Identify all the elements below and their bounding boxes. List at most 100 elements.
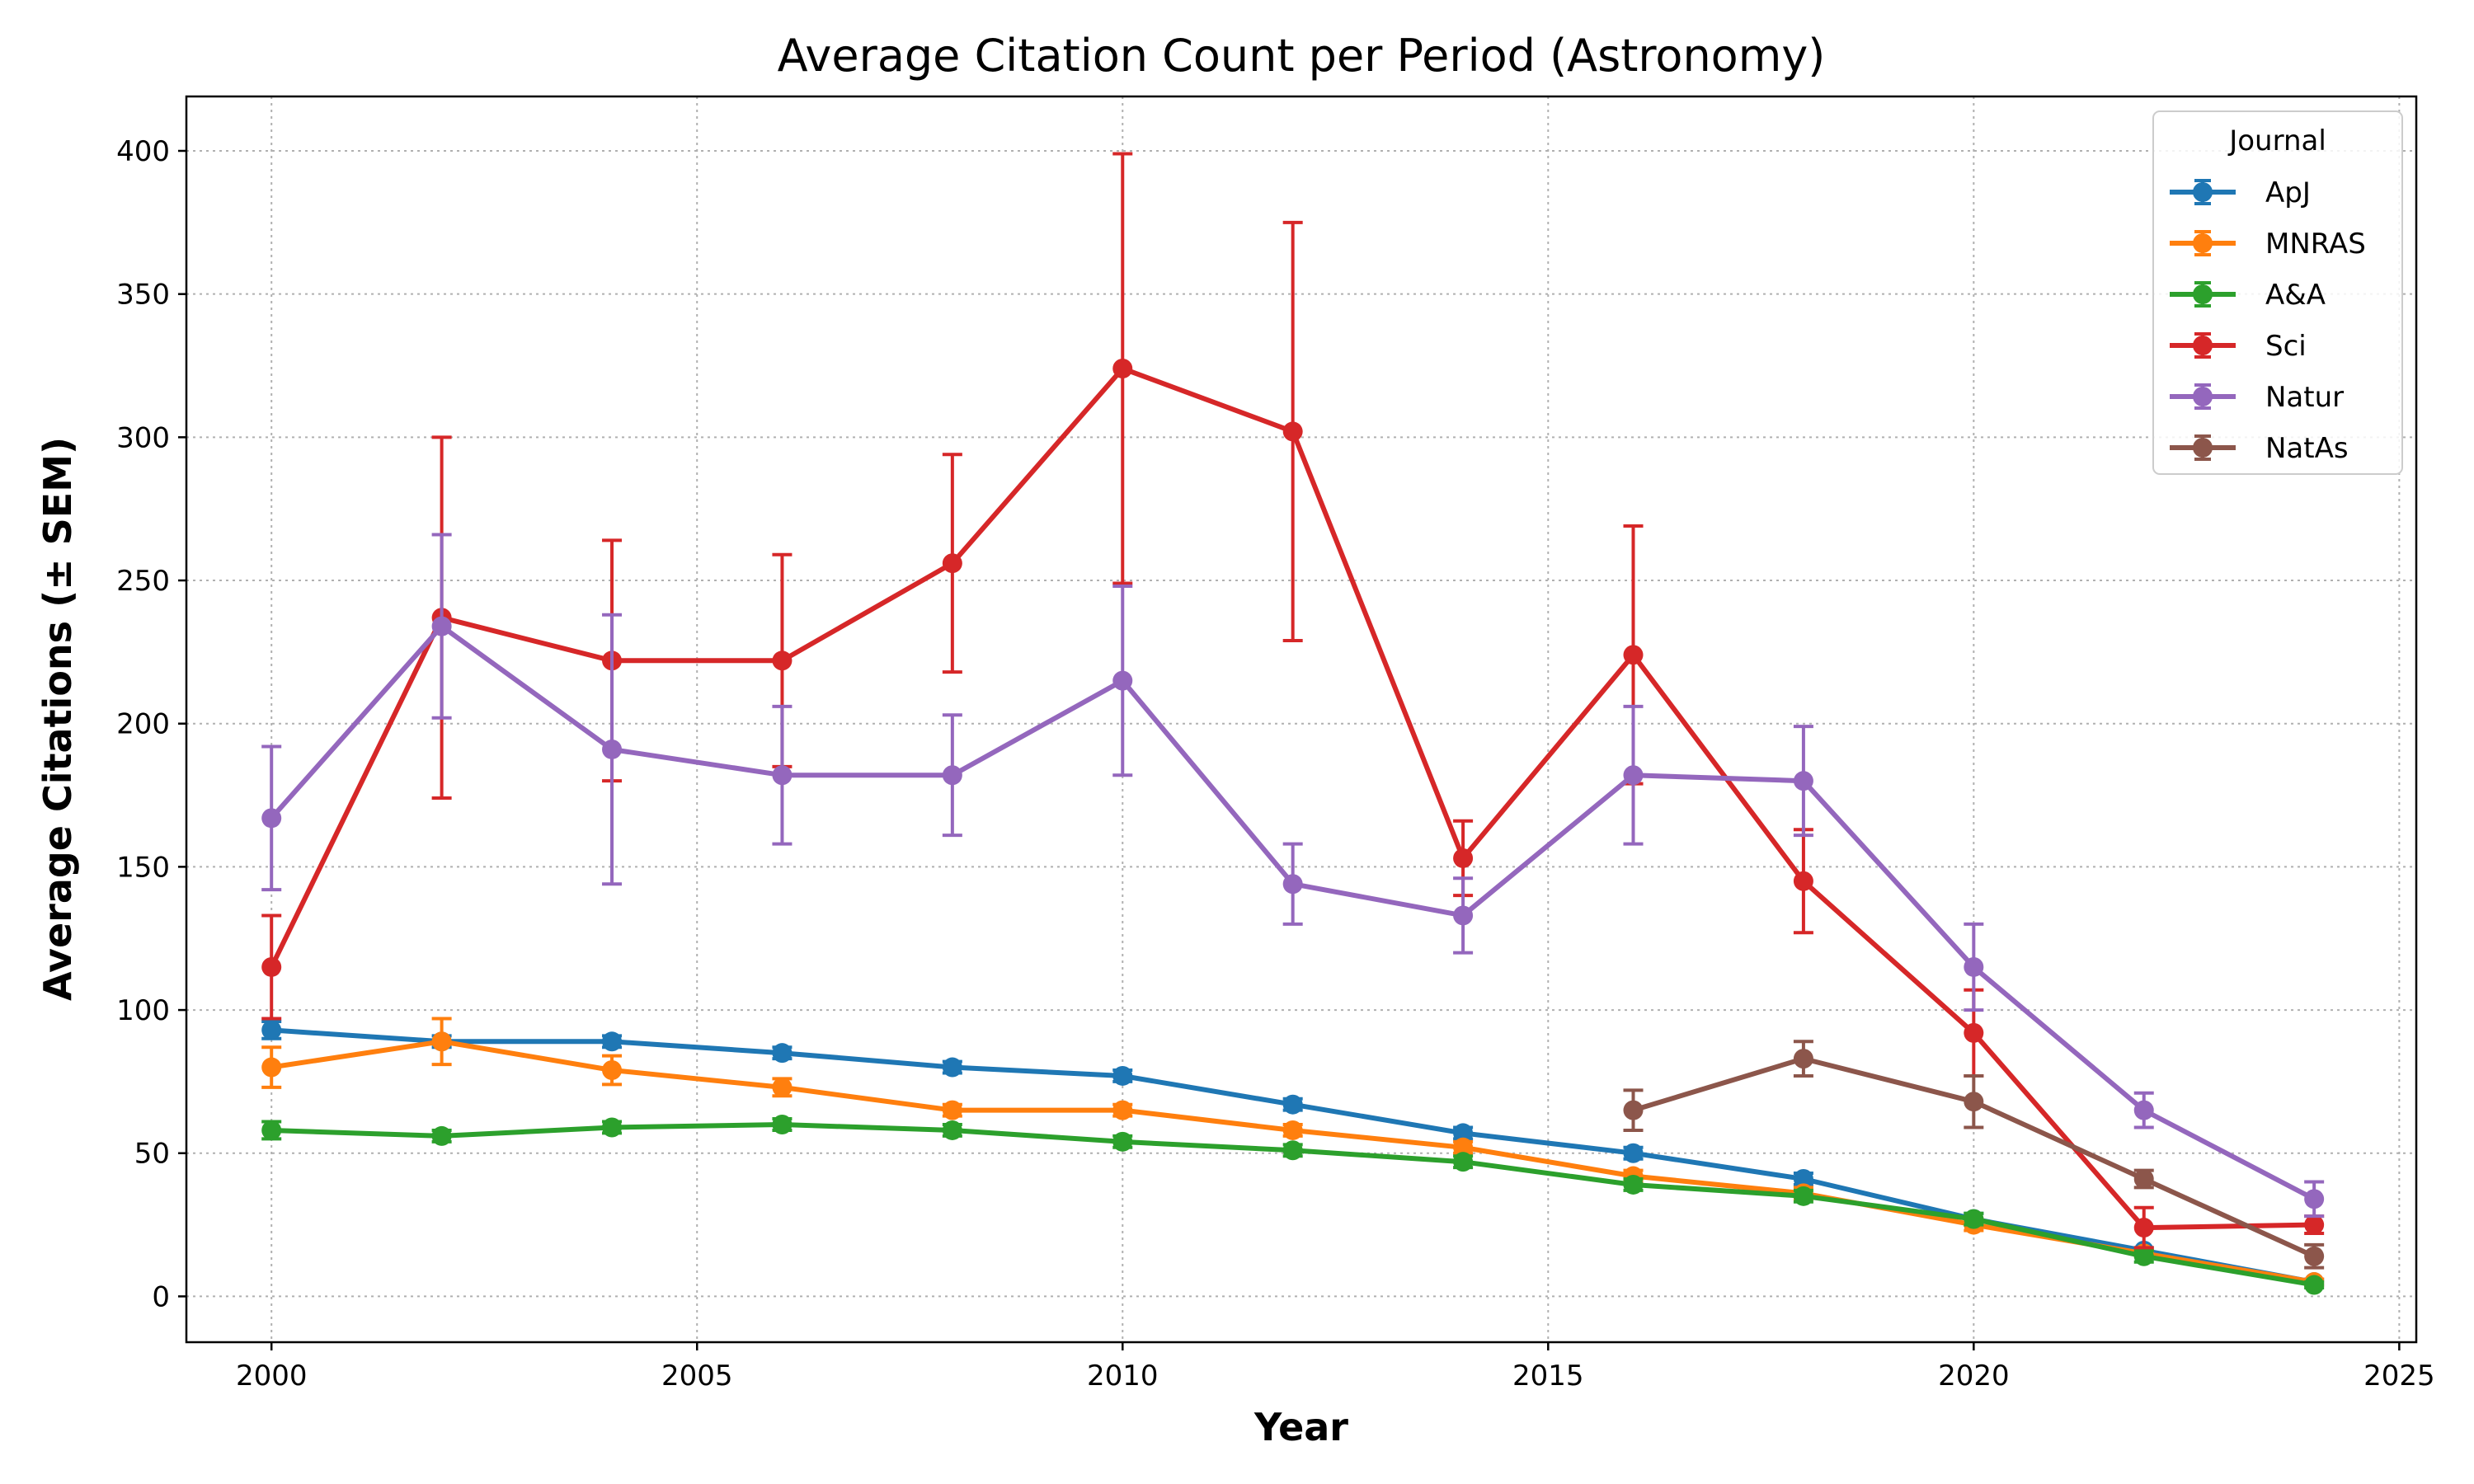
data-point: [1793, 1169, 1813, 1190]
series-a-a: [261, 1115, 2325, 1295]
data-point: [2304, 1189, 2325, 1209]
data-point: [772, 1077, 793, 1097]
data-point: [942, 1057, 962, 1078]
y-axis-title: Average Citations (± SEM): [35, 437, 80, 1001]
x-tick-label: 2005: [661, 1360, 733, 1392]
data-point: [2133, 1218, 2154, 1238]
legend-marker: [2193, 182, 2213, 202]
data-point: [1112, 1131, 1133, 1152]
legend-marker: [2193, 233, 2213, 253]
data-point: [2304, 1246, 2325, 1266]
x-axis-ticks: 2000 2005 2010 2015 2020 2025: [236, 1342, 2435, 1392]
data-point: [1964, 1209, 1984, 1229]
series-line: [270, 1039, 2315, 1285]
data-point: [261, 808, 282, 829]
data-point: [942, 1120, 962, 1140]
legend-item: NatAs: [2170, 432, 2349, 465]
data-point: [261, 1020, 282, 1040]
data-point: [942, 1100, 962, 1120]
data-point: [1453, 1152, 1474, 1172]
data-point: [431, 1125, 452, 1146]
y-tick-label: 0: [152, 1280, 170, 1313]
data-point: [602, 1117, 623, 1138]
legend-item: ApJ: [2170, 176, 2311, 209]
y-tick-label: 100: [116, 994, 170, 1027]
data-point: [431, 616, 452, 636]
data-point: [1112, 1065, 1133, 1086]
series-layer: [261, 152, 2325, 1295]
data-point: [2304, 1214, 2325, 1235]
data-point: [1282, 1120, 1303, 1140]
legend-marker: [2193, 438, 2213, 458]
y-tick-label: 200: [116, 708, 170, 741]
data-point: [1793, 771, 1813, 791]
data-point: [1623, 1143, 1644, 1163]
y-tick-label: 50: [134, 1138, 170, 1171]
legend-items: ApJ MNRAS A&A Sci Natur NatAs: [2170, 176, 2366, 465]
data-point: [602, 739, 623, 759]
data-point: [1282, 1140, 1303, 1161]
legend-title: Journal: [2227, 124, 2326, 157]
legend-marker: [2193, 336, 2213, 355]
x-axis-title: Year: [1253, 1405, 1348, 1449]
data-point: [1453, 905, 1474, 926]
legend-label: Natur: [2265, 381, 2344, 414]
data-point: [1623, 645, 1644, 665]
data-point: [1964, 1092, 1984, 1112]
data-point: [1793, 1186, 1813, 1206]
data-point: [261, 1120, 282, 1140]
data-point: [1453, 1123, 1474, 1144]
data-point: [1282, 874, 1303, 895]
chart-title: Average Citation Count per Period (Astro…: [778, 30, 1826, 82]
data-point: [261, 1057, 282, 1078]
x-tick-label: 2025: [2363, 1360, 2435, 1392]
legend-item: Sci: [2170, 330, 2307, 363]
data-point: [1623, 765, 1644, 786]
plot-frame: [185, 95, 2418, 1344]
data-point: [1623, 1174, 1644, 1195]
x-tick-label: 2010: [1087, 1360, 1159, 1392]
data-point: [602, 1031, 623, 1052]
data-point: [942, 765, 962, 786]
x-tick-label: 2015: [1512, 1360, 1584, 1392]
y-axis-ticks: 0 50 100 150 200 250 300 350 400: [116, 135, 186, 1313]
legend-label: NatAs: [2265, 432, 2349, 465]
data-point: [1964, 956, 1984, 977]
legend-label: MNRAS: [2265, 228, 2366, 261]
x-tick-label: 2020: [1938, 1360, 2010, 1392]
series-natas: [1623, 1040, 2325, 1270]
data-point: [1453, 848, 1474, 868]
data-point: [2133, 1100, 2154, 1120]
data-point: [1623, 1100, 1644, 1120]
data-point: [772, 650, 793, 671]
legend-label: A&A: [2265, 279, 2326, 312]
data-point: [2304, 1275, 2325, 1295]
data-point: [772, 1043, 793, 1064]
y-tick-label: 400: [116, 135, 170, 168]
data-point: [261, 956, 282, 977]
legend: Journal ApJ MNRAS A&A Sci Natur NatAs: [2152, 110, 2403, 475]
data-point: [1453, 1137, 1474, 1158]
data-point: [1793, 1049, 1813, 1069]
data-point: [1112, 1100, 1133, 1120]
data-point: [1112, 670, 1133, 691]
data-point: [2133, 1169, 2154, 1190]
legend-item: MNRAS: [2170, 228, 2366, 261]
legend-item: Natur: [2170, 381, 2344, 414]
y-tick-label: 150: [116, 851, 170, 884]
legend-marker: [2193, 284, 2213, 304]
legend-item: A&A: [2170, 279, 2326, 312]
data-point: [431, 1031, 452, 1052]
data-point: [942, 553, 962, 574]
series-sci: [261, 152, 2325, 1250]
data-point: [772, 1115, 793, 1135]
data-point: [602, 1060, 623, 1081]
data-point: [2133, 1246, 2154, 1266]
legend-box: [2152, 110, 2403, 475]
data-point: [772, 765, 793, 786]
legend-label: Sci: [2265, 330, 2307, 363]
data-point: [1282, 1094, 1303, 1115]
data-point: [1793, 871, 1813, 891]
